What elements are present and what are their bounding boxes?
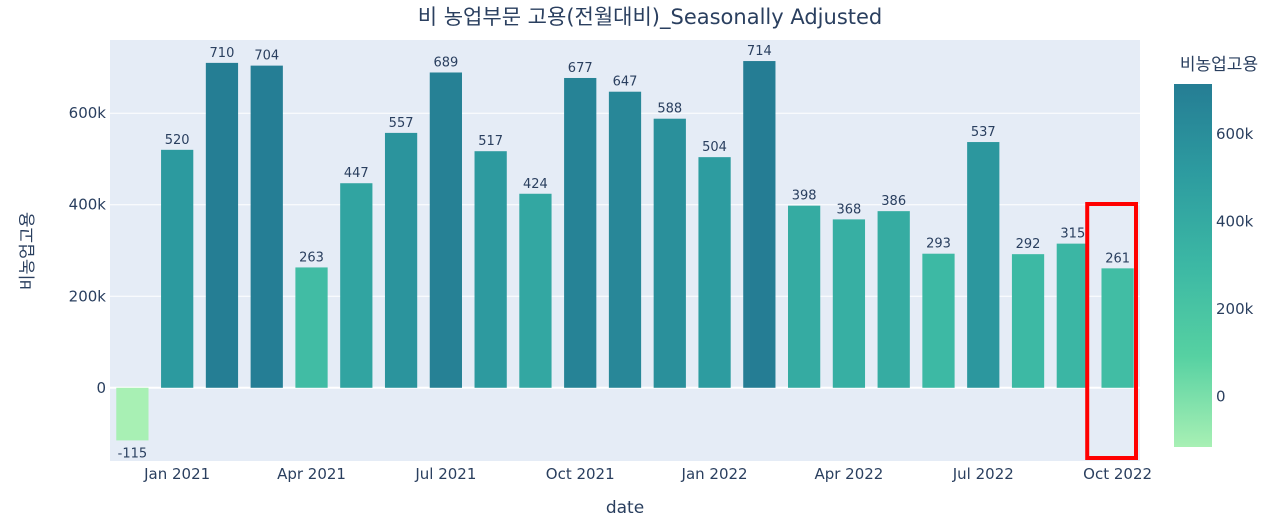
y-tick-label: 0 (96, 379, 106, 397)
x-tick-label: Apr 2021 (277, 465, 346, 483)
x-tick-label: Apr 2022 (814, 465, 883, 483)
bar[interactable] (1056, 243, 1089, 388)
chart-title: 비 농업부문 고용(전월대비)_Seasonally Adjusted (418, 5, 883, 30)
bar-data-label: 292 (1016, 237, 1041, 252)
bar[interactable] (877, 211, 910, 388)
bar[interactable] (743, 61, 776, 388)
bar-data-label: 704 (254, 49, 279, 64)
bar-data-label: 517 (478, 134, 503, 149)
y-tick-label: 600k (69, 104, 107, 122)
y-tick-label: 400k (69, 196, 107, 214)
bar-data-label: 504 (702, 140, 727, 155)
bar[interactable] (250, 65, 283, 388)
x-axis-ticks: Jan 2021 Apr 2021 Jul 2021 Oct 2021 Jan 2022… (143, 465, 1152, 483)
bar[interactable] (922, 253, 955, 388)
bar[interactable] (384, 132, 418, 388)
bar-data-label: 537 (971, 125, 996, 140)
bar[interactable] (698, 157, 731, 388)
bar-data-label: 368 (836, 202, 861, 217)
bar-data-label: 424 (523, 177, 548, 192)
x-tick-label: Jan 2021 (143, 465, 210, 483)
bar-data-label: 677 (568, 61, 593, 76)
bar-data-label: 520 (165, 133, 190, 148)
bar-labels-group: -115 520 710 704 263 447 557 689 517 424 677 647 588… (118, 44, 1130, 461)
bar-data-label: 386 (881, 194, 906, 209)
bar[interactable] (967, 142, 1000, 388)
y-axis-ticks: 0 200k 400k 600k (69, 104, 107, 397)
colorbar (1174, 84, 1212, 447)
y-axis-title: 비농업고용 (18, 212, 38, 290)
bar[interactable] (832, 219, 866, 388)
colorbar-ticks: 0 200k 400k 600k (1216, 125, 1254, 406)
bar[interactable] (564, 77, 597, 388)
bar-data-label: 447 (344, 166, 369, 181)
bar[interactable] (653, 118, 686, 388)
colorbar-tick-label: 200k (1216, 300, 1254, 318)
bar-data-label: 647 (613, 75, 638, 90)
bar[interactable] (295, 267, 328, 388)
x-tick-label: Jul 2021 (414, 465, 476, 483)
bar[interactable] (519, 193, 552, 388)
bar[interactable] (205, 62, 239, 388)
bar[interactable] (474, 151, 507, 388)
bar-data-label: 263 (299, 250, 324, 265)
x-axis-title: date (606, 498, 644, 518)
colorbar-tick-label: 400k (1216, 212, 1254, 230)
colorbar-title: 비농업고용 (1180, 55, 1258, 75)
bar[interactable] (116, 387, 149, 441)
colorbar-tick-label: 0 (1216, 388, 1226, 406)
bar[interactable] (788, 205, 821, 388)
bar-data-label: 398 (792, 189, 817, 204)
bar-data-label: 710 (210, 46, 235, 61)
bar[interactable] (608, 91, 642, 388)
y-tick-label: 200k (69, 287, 107, 305)
bar[interactable] (1101, 268, 1134, 388)
bar[interactable] (340, 183, 373, 388)
x-tick-label: Oct 2022 (1083, 465, 1152, 483)
x-tick-label: Jul 2022 (952, 465, 1014, 483)
bar-data-label: 714 (747, 44, 772, 59)
x-tick-label: Oct 2021 (546, 465, 615, 483)
bar-data-label: 689 (433, 55, 458, 70)
bar-data-label: 315 (1060, 227, 1085, 242)
bar[interactable] (429, 72, 462, 388)
bar-data-label: 261 (1105, 251, 1130, 266)
bar-data-label: 588 (657, 102, 682, 117)
colorbar-tick-label: 600k (1216, 125, 1254, 143)
highlight-box (1085, 202, 1139, 460)
bars-group (116, 61, 1134, 441)
bar[interactable] (161, 149, 194, 388)
bar[interactable] (1011, 254, 1045, 388)
bar-data-label: 293 (926, 237, 951, 252)
bar-data-label: 557 (389, 116, 414, 131)
bar-data-label: -115 (118, 446, 148, 461)
x-tick-label: Jan 2022 (681, 465, 748, 483)
